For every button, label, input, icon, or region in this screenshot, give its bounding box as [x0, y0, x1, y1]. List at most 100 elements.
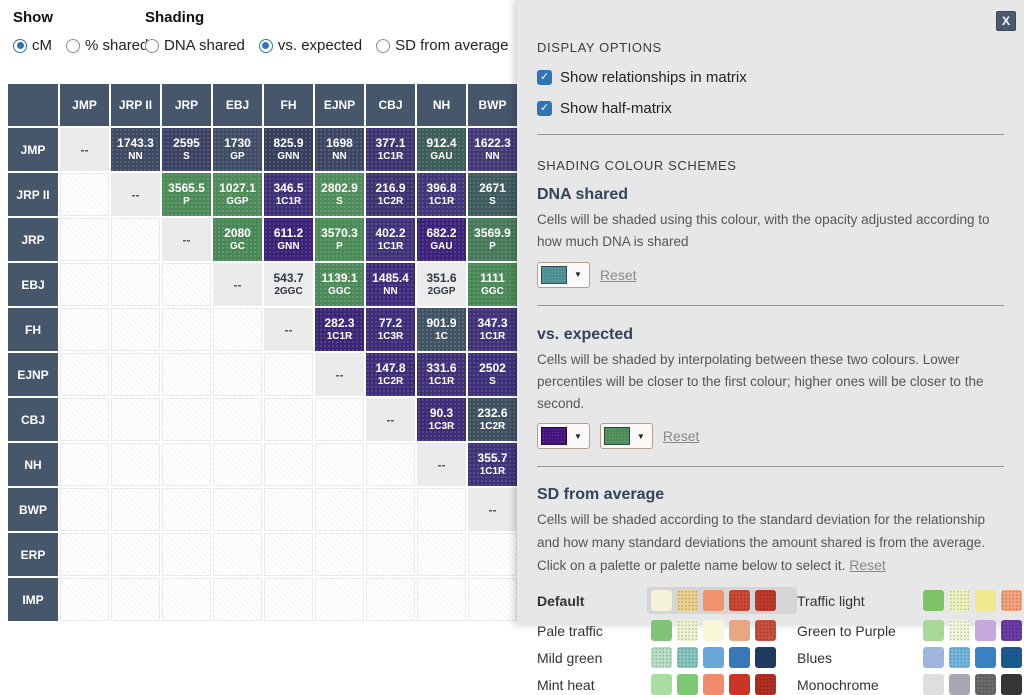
shading-radio-icon[interactable]	[145, 38, 159, 53]
palette-name[interactable]: Traffic light	[797, 592, 865, 609]
matrix-value-cell[interactable]: 216.9 1C2R	[366, 173, 415, 216]
matrix-value-cell[interactable]: 77.2 1C3R	[366, 308, 415, 351]
matrix-value-cell[interactable]: 2595 S	[162, 128, 211, 171]
vs-expected-colour-picker-2[interactable]: ▼	[599, 423, 653, 450]
matrix-value-cell[interactable]: 3570.3 P	[315, 218, 364, 261]
palette-swatch[interactable]	[677, 674, 698, 695]
palette-swatch-strip[interactable]	[923, 647, 1024, 669]
palette-swatch[interactable]	[1001, 590, 1022, 612]
palette-swatch[interactable]	[651, 647, 672, 669]
matrix-value-cell[interactable]: 346.5 1C1R	[264, 173, 313, 216]
matrix-column-header[interactable]: FH	[264, 84, 313, 126]
matrix-row-header[interactable]: JRP II	[8, 173, 58, 216]
matrix-value-cell[interactable]: 2502 S	[468, 353, 517, 396]
palette-name[interactable]: Mild green	[537, 649, 603, 666]
matrix-value-cell[interactable]: 331.6 1C1R	[417, 353, 466, 396]
matrix-row-header[interactable]: EBJ	[8, 263, 58, 306]
checkbox-checked-icon[interactable]: ✓	[537, 70, 552, 85]
palette-swatch-strip[interactable]	[923, 590, 1024, 612]
palette-swatch[interactable]	[923, 647, 944, 669]
palette-name[interactable]: Default	[537, 592, 585, 609]
sd-reset-link[interactable]: Reset	[849, 556, 886, 573]
palette-swatch[interactable]	[729, 590, 750, 612]
palette-name[interactable]: Blues	[797, 649, 833, 666]
palette-swatch[interactable]	[703, 620, 724, 642]
palette-swatch[interactable]	[729, 674, 750, 695]
palette-swatch[interactable]	[949, 590, 970, 612]
palette-swatch[interactable]	[729, 620, 750, 642]
palette-swatch[interactable]	[651, 620, 672, 642]
matrix-column-header[interactable]: EJNP	[315, 84, 364, 126]
palette-swatch[interactable]	[703, 590, 724, 612]
matrix-column-header[interactable]: BWP	[468, 84, 517, 126]
palette-swatch[interactable]	[755, 620, 776, 642]
matrix-row-header[interactable]: NH	[8, 443, 58, 486]
palette-swatch-strip[interactable]	[651, 674, 797, 695]
palette-swatch[interactable]	[1001, 647, 1022, 669]
matrix-value-cell[interactable]: 2802.9 S	[315, 173, 364, 216]
palette-swatch[interactable]	[703, 647, 724, 669]
shading-option[interactable]: DNA shared	[145, 37, 245, 54]
palette-swatch[interactable]	[923, 620, 944, 642]
matrix-column-header[interactable]: JRP II	[111, 84, 160, 126]
palette-swatch[interactable]	[651, 674, 672, 695]
vs-expected-reset-link[interactable]: Reset	[662, 428, 700, 445]
matrix-value-cell[interactable]: 543.7 2GGC	[264, 263, 313, 306]
palette-swatch-strip[interactable]	[923, 674, 1024, 695]
shading-option[interactable]: vs. expected	[258, 37, 362, 54]
matrix-value-cell[interactable]: 377.1 1C1R	[366, 128, 415, 171]
matrix-value-cell[interactable]: 90.3 1C3R	[417, 398, 466, 441]
matrix-value-cell[interactable]: 1139.1 GGC	[315, 263, 364, 306]
matrix-value-cell[interactable]: 611.2 GNN	[264, 218, 313, 261]
palette-swatch-strip[interactable]	[923, 620, 1024, 642]
dna-shared-colour-picker[interactable]: ▼	[537, 261, 590, 288]
show-option[interactable]: cM	[13, 37, 52, 54]
palette-swatch-strip[interactable]	[647, 587, 797, 615]
matrix-value-cell[interactable]: 351.6 2GGP	[417, 263, 466, 306]
palette-swatch[interactable]	[975, 674, 996, 695]
matrix-value-cell[interactable]: 347.3 1C1R	[468, 308, 517, 351]
shading-radio-icon[interactable]	[376, 38, 391, 53]
matrix-value-cell[interactable]: 3569.9 P	[468, 218, 517, 261]
matrix-value-cell[interactable]: 2080 GC	[213, 218, 262, 261]
display-option-checkbox-row[interactable]: ✓ Show half-matrix	[537, 100, 1004, 117]
palette-name[interactable]: Green to Purple	[797, 622, 896, 639]
matrix-value-cell[interactable]: 901.9 1C	[417, 308, 466, 351]
palette-swatch[interactable]	[677, 647, 698, 669]
matrix-row-header[interactable]: EJNP	[8, 353, 58, 396]
palette-name[interactable]: Monochrome	[797, 676, 879, 693]
matrix-value-cell[interactable]: 1111 GGC	[468, 263, 517, 306]
matrix-value-cell[interactable]: 396.8 1C1R	[417, 173, 466, 216]
matrix-row-header[interactable]: IMP	[8, 578, 58, 621]
matrix-value-cell[interactable]: 232.6 1C2R	[468, 398, 517, 441]
palette-name[interactable]: Mint heat	[537, 676, 595, 693]
palette-swatch[interactable]	[703, 674, 724, 695]
matrix-row-header[interactable]: JMP	[8, 128, 58, 171]
palette-swatch[interactable]	[755, 647, 776, 669]
matrix-column-header[interactable]: CBJ	[366, 84, 415, 126]
palette-swatch[interactable]	[677, 620, 698, 642]
matrix-column-header[interactable]: JMP	[60, 84, 109, 126]
palette-swatch[interactable]	[949, 674, 970, 695]
matrix-column-header[interactable]: NH	[417, 84, 466, 126]
palette-swatch[interactable]	[677, 590, 698, 612]
matrix-row-header[interactable]: BWP	[8, 488, 58, 531]
palette-name[interactable]: Pale traffic	[537, 622, 603, 639]
palette-swatch-strip[interactable]	[651, 620, 797, 642]
matrix-value-cell[interactable]: 147.8 1C2R	[366, 353, 415, 396]
matrix-value-cell[interactable]: 912.4 GAU	[417, 128, 466, 171]
matrix-value-cell[interactable]: 825.9 GNN	[264, 128, 313, 171]
matrix-value-cell[interactable]: 1027.1 GGP	[213, 173, 262, 216]
matrix-value-cell[interactable]: 1730 GP	[213, 128, 262, 171]
matrix-value-cell[interactable]: 2671 S	[468, 173, 517, 216]
close-icon[interactable]: X	[996, 11, 1016, 31]
palette-swatch-strip[interactable]	[651, 647, 797, 669]
dna-shared-reset-link[interactable]: Reset	[599, 266, 637, 283]
palette-swatch[interactable]	[1001, 674, 1022, 695]
matrix-value-cell[interactable]: 282.3 1C1R	[315, 308, 364, 351]
matrix-value-cell[interactable]: 682.2 GAU	[417, 218, 466, 261]
palette-swatch[interactable]	[975, 647, 996, 669]
matrix-column-header[interactable]: JRP	[162, 84, 211, 126]
matrix-value-cell[interactable]: 1485.4 NN	[366, 263, 415, 306]
matrix-value-cell[interactable]: 1622.3 NN	[468, 128, 517, 171]
